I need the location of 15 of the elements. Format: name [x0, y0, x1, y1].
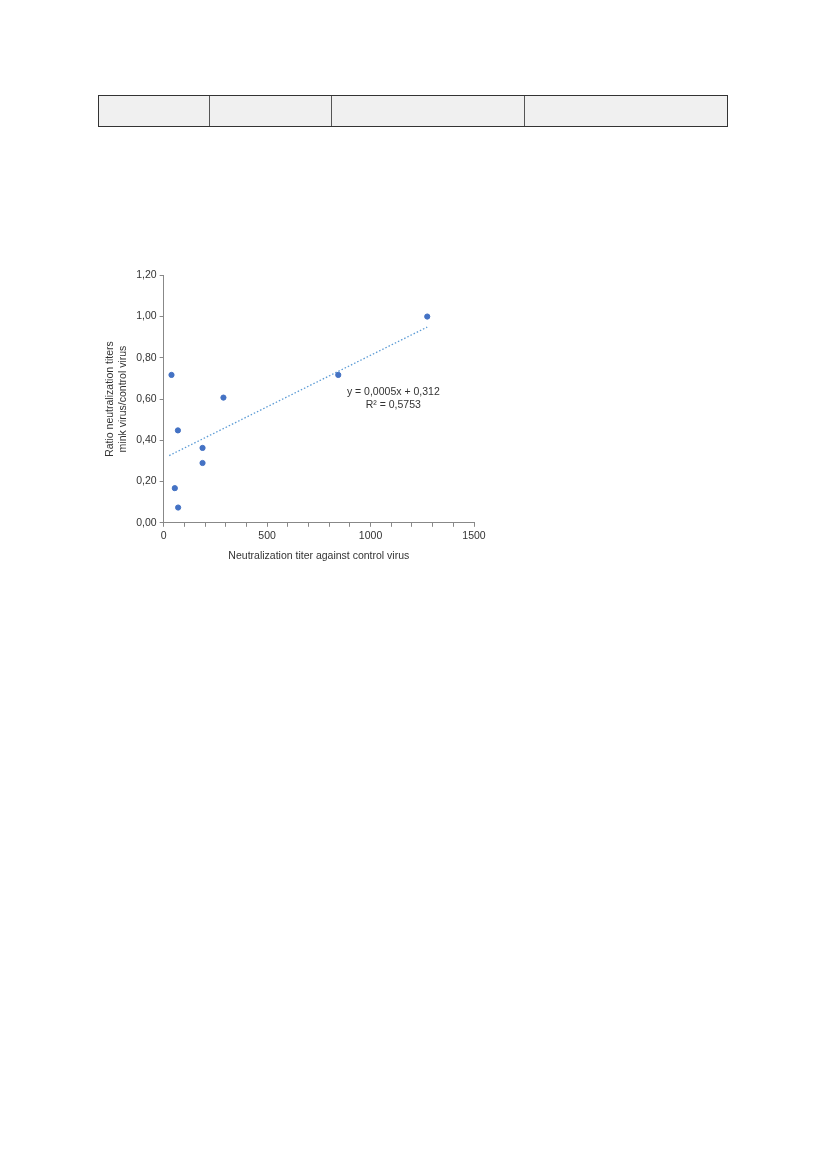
y-tick-label: 0,20 [136, 474, 157, 487]
y-tick-label: 0,00 [136, 515, 157, 528]
x-tick-label: 1500 [462, 528, 486, 541]
y-tick-label: 1,00 [136, 309, 157, 322]
y-tick-label: 0,40 [136, 433, 157, 446]
y-tick-label: 0,60 [136, 391, 157, 404]
y-axis-title: Ratio neutralization titers mink virus/control virus [103, 341, 128, 457]
annotation: y = 0,0005x + 0,312 [346, 385, 440, 398]
x-tick-label: 1000 [358, 528, 383, 541]
y-tick-label: 0,80 [136, 350, 157, 363]
x-tick-label: 500 [258, 528, 276, 541]
annotation: R² = 0,5753 [365, 398, 422, 411]
x-tick-label: 0 [160, 528, 167, 541]
y-tick-label: 1,20 [136, 268, 157, 281]
x-axis-title: Neutralization titer against control virus [228, 548, 410, 561]
